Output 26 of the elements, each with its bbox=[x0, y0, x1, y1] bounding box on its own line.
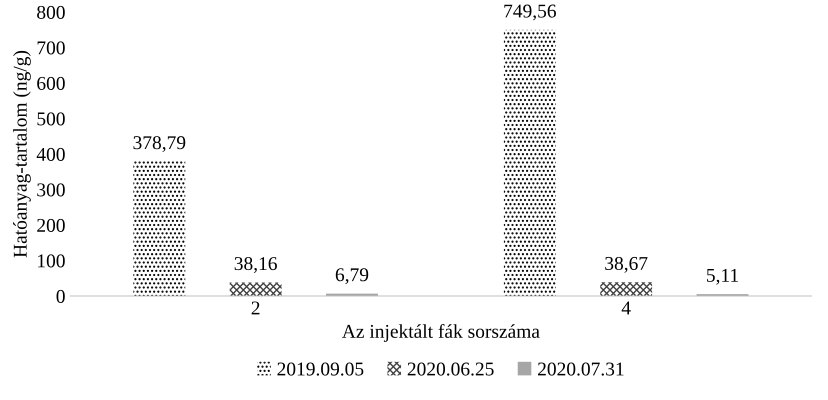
bar bbox=[230, 282, 282, 296]
y-tick-label: 500 bbox=[37, 112, 65, 126]
y-tick-label: 600 bbox=[37, 76, 65, 90]
y-tick-label: 300 bbox=[37, 183, 65, 196]
x-tick-label: 4 bbox=[622, 302, 631, 314]
y-tick-label: 700 bbox=[38, 41, 65, 54]
bar bbox=[600, 282, 652, 296]
data-label: 6,79 bbox=[336, 268, 368, 284]
y-tick-label: 400 bbox=[36, 148, 65, 161]
legend-label: 2020.07.31 bbox=[538, 362, 624, 376]
y-tick-label: 0 bbox=[56, 290, 65, 303]
y-tick-label: 100 bbox=[38, 254, 65, 268]
y-tick-label: 800 bbox=[37, 6, 65, 19]
x-tick-label: 2 bbox=[252, 301, 260, 314]
data-label: 749,56 bbox=[504, 4, 556, 20]
data-label: 38,67 bbox=[605, 256, 648, 273]
legend-label: 2020.06.25 bbox=[408, 362, 494, 376]
data-label: 38,16 bbox=[234, 257, 277, 273]
data-label: 5,11 bbox=[706, 268, 738, 285]
bar bbox=[133, 162, 186, 296]
data-label: 378,79 bbox=[134, 136, 186, 152]
legend-label: 2019.09.05 bbox=[277, 362, 364, 376]
x-axis-title: Az injektált fák sorszáma bbox=[342, 324, 540, 342]
bar bbox=[504, 30, 556, 296]
y-axis-title: Hatóanyag-tartalom (ng/g) bbox=[13, 50, 31, 258]
y-tick-label: 200 bbox=[37, 218, 65, 232]
